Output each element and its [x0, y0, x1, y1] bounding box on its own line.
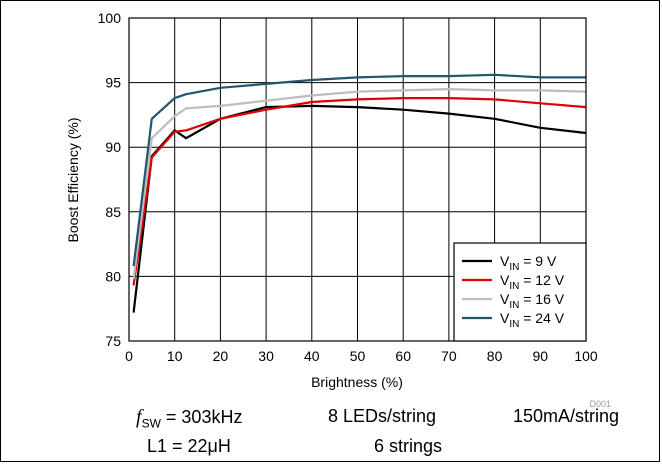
x-tick-label: 80: [487, 348, 503, 364]
plot-border: [128, 17, 587, 342]
series-line: [132, 96, 587, 286]
x-tick-label: 60: [395, 348, 411, 364]
x-tick-label: 100: [574, 348, 598, 364]
legend-label: VIN = 12 V: [500, 272, 565, 292]
x-tick-label: 10: [167, 348, 183, 364]
inductor-value: L1 = 22μH: [147, 436, 231, 456]
figure-id: D001: [589, 399, 611, 409]
x-axis-title: Brightness (%): [311, 374, 403, 390]
y-tick-label: 90: [105, 139, 121, 155]
x-tick-label: 40: [304, 348, 320, 364]
series-line: [132, 87, 587, 280]
y-tick-label: 85: [105, 204, 121, 220]
fsw-subscript: SW: [141, 416, 161, 431]
legend-label: VIN = 16 V: [500, 291, 565, 311]
x-tick-label: 70: [441, 348, 457, 364]
y-tick-label: 80: [105, 268, 121, 284]
x-tick-label: 0: [125, 348, 133, 364]
y-tick-label: 100: [98, 10, 122, 26]
x-tick-label: 30: [258, 348, 274, 364]
x-tick-label: 50: [350, 348, 366, 364]
legend-box: [453, 242, 587, 342]
y-tick-label: 95: [105, 75, 121, 91]
fsw-symbol: f: [136, 406, 142, 428]
string-count: 6 strings: [374, 436, 443, 456]
led-count: 8 LEDs/string: [328, 406, 437, 426]
y-axis-title: Boost Efficiency (%): [65, 117, 81, 242]
string-current: 150mA/string: [513, 406, 620, 426]
switching-frequency: fSW = 303kHz: [136, 406, 242, 431]
x-tick-label: 20: [213, 348, 229, 364]
series-line: [132, 73, 586, 267]
y-tick-label: 75: [105, 333, 121, 349]
legend-label: VIN = 9 V: [500, 253, 557, 273]
legend-label: VIN = 24 V: [500, 310, 565, 330]
x-tick-label: 90: [533, 348, 549, 364]
series-line: [132, 104, 587, 313]
fsw-value: = 303kHz: [160, 407, 243, 427]
